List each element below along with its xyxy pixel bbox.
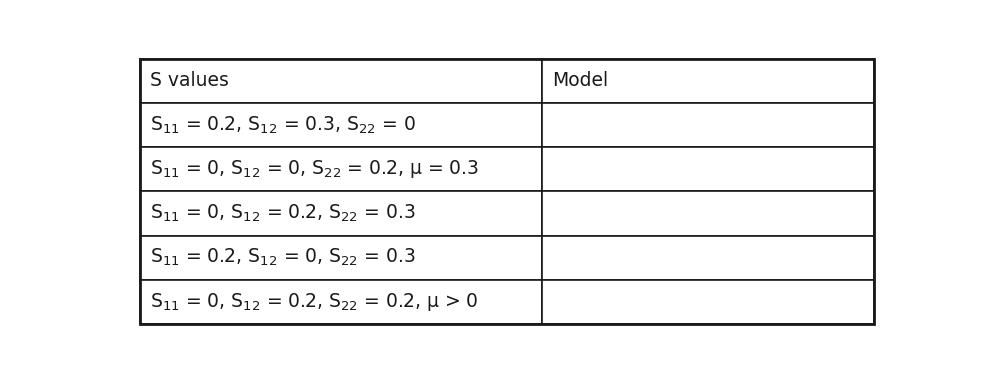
Text: $\mathregular{S}_{11}$ = 0, $\mathregular{S}_{12}$ = 0, $\mathregular{S}_{22}$ =: $\mathregular{S}_{11}$ = 0, $\mathregula… [149,158,479,180]
Bar [542,236,874,280]
Text: S values: S values [149,71,228,90]
Text: $\mathregular{S}_{11}$ = 0.2, $\mathregular{S}_{12}$ = 0.3, $\mathregular{S}_{22: $\mathregular{S}_{11}$ = 0.2, $\mathregu… [149,114,415,136]
Bar [139,147,542,191]
Bar [542,147,874,191]
Text: Model: Model [552,71,608,90]
Bar [139,103,542,147]
Text: $\mathregular{S}_{11}$ = 0, $\mathregular{S}_{12}$ = 0.2, $\mathregular{S}_{22}$: $\mathregular{S}_{11}$ = 0, $\mathregula… [149,203,415,224]
Bar [542,280,874,324]
Bar [139,59,542,103]
Bar [139,280,542,324]
Bar [542,191,874,236]
Text: $\mathregular{S}_{11}$ = 0, $\mathregular{S}_{12}$ = 0.2, $\mathregular{S}_{22}$: $\mathregular{S}_{11}$ = 0, $\mathregula… [149,291,478,313]
Bar [542,103,874,147]
Bar [139,236,542,280]
Text: $\mathregular{S}_{11}$ = 0.2, $\mathregular{S}_{12}$ = 0, $\mathregular{S}_{22}$: $\mathregular{S}_{11}$ = 0.2, $\mathregu… [149,247,415,268]
Bar [542,59,874,103]
Bar [139,191,542,236]
